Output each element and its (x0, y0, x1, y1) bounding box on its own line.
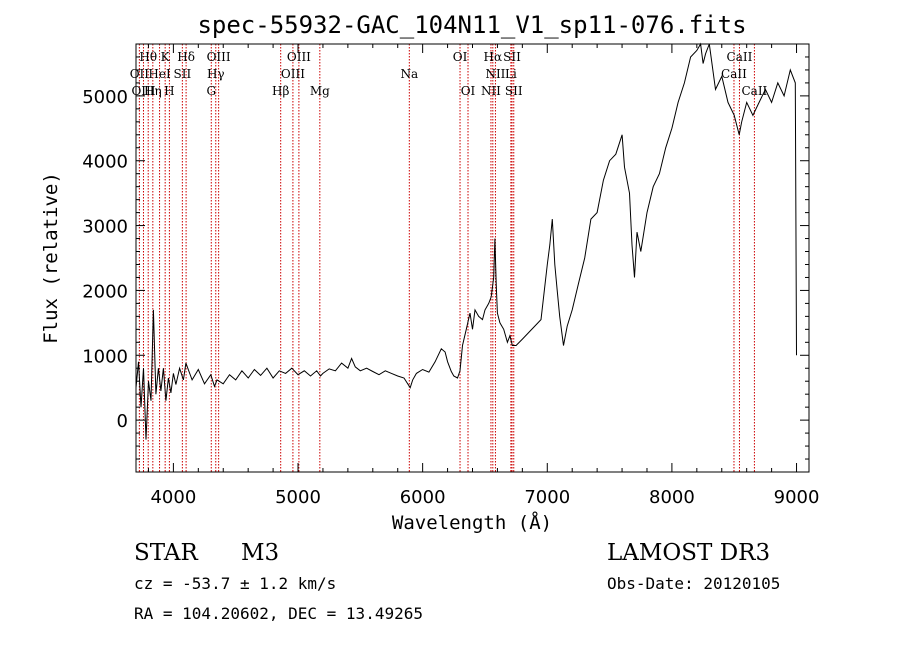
observation-date: Obs-Date: 20120105 (607, 574, 781, 593)
y-tick-label-4: 4000 (82, 152, 128, 173)
object-class: STAR (134, 540, 198, 566)
line-label-14: Hβ (272, 84, 289, 98)
x-tick-label-1: 5000 (275, 487, 321, 508)
line-label-17: OI (453, 50, 468, 64)
x-tick-label-0: 4000 (150, 487, 196, 508)
axis-tick-labels: 4000 5000 6000 7000 8000 9000 0 1000 2000 3000 400… (82, 87, 819, 508)
line-label-24: SII (505, 84, 523, 98)
line-label-4: HeI (148, 67, 171, 81)
line-label-15: Mg (310, 84, 330, 98)
line-label-6: SII (174, 67, 192, 81)
line-label-19: Hα (484, 50, 503, 64)
line-label-2: OIII (131, 84, 155, 98)
line-label-26: CaII (721, 67, 747, 81)
line-label-27: CaII (741, 84, 767, 98)
line-label-20: SII (503, 50, 521, 64)
line-label-8: Hδ (177, 50, 195, 64)
plot-frame (135, 43, 810, 473)
y-tick-label-1: 1000 (82, 346, 128, 367)
object-subclass: M3 (241, 540, 280, 566)
line-label-10: Hγ (207, 67, 225, 81)
line-label-23: NII (481, 84, 501, 98)
line-label-11: G (206, 84, 216, 98)
line-label-5: Hη (144, 84, 162, 98)
line-label-13: OIII (281, 67, 305, 81)
line-label-25: CaII (727, 50, 753, 64)
y-axis-label: Flux (relative) (40, 172, 62, 344)
x-tick-label-2: 6000 (400, 487, 446, 508)
line-label-21: NII (485, 67, 505, 81)
y-tick-label-5: 5000 (82, 87, 128, 108)
axis-ticks (136, 43, 809, 473)
line-label-18: OI (461, 84, 476, 98)
x-tick-label-4: 8000 (649, 487, 695, 508)
line-label-16: Na (400, 67, 418, 81)
redshift-velocity: cz = -53.7 ± 1.2 km/s (134, 574, 337, 593)
y-tick-label-2: 2000 (82, 281, 128, 302)
line-label-12: OIII (287, 50, 311, 64)
spectrum-line (135, 42, 797, 440)
line-label-9: OIII (207, 50, 231, 64)
chart-title: spec-55932-GAC_104N11_V1_sp11-076.fits (197, 11, 746, 39)
x-tick-label-5: 9000 (774, 487, 820, 508)
spectral-line-markers (138, 44, 755, 472)
y-tick-label-3: 3000 (82, 217, 128, 238)
line-label-3: K (161, 50, 171, 64)
survey-name: LAMOST DR3 (607, 540, 771, 566)
x-tick-label-3: 7000 (524, 487, 570, 508)
line-label-0: Hθ (139, 50, 157, 64)
y-tick-label-0: 0 (117, 411, 128, 432)
line-label-7: H (164, 84, 174, 98)
x-axis-label: Wavelength (Å) (392, 511, 552, 534)
line-label-22: Li (505, 67, 517, 81)
line-label-1: OII (130, 67, 150, 81)
coordinates: RA = 104.20602, DEC = 13.49265 (134, 604, 423, 623)
